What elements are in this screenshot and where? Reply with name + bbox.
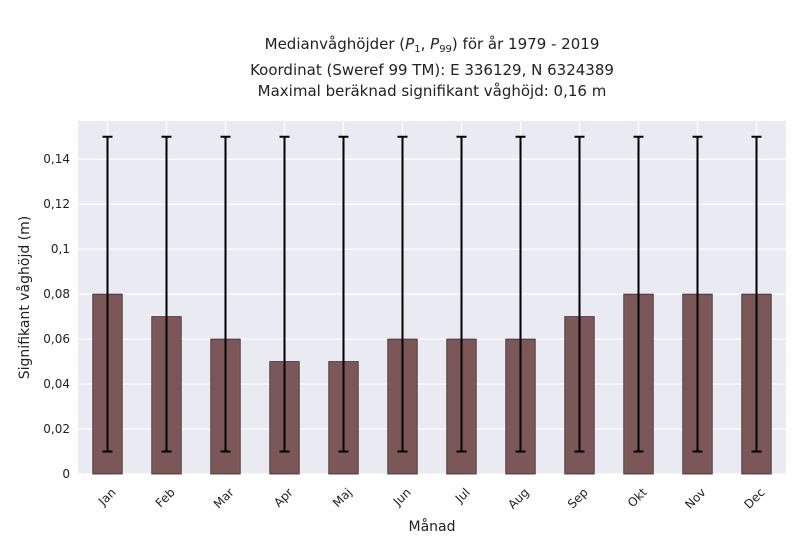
chart-title: Medianvåghöjder (P1, P99) för år 1979 - … [78,34,786,102]
y-tick-label: 0,02 [43,422,70,436]
plot-area [78,121,786,474]
x-tick-label: Jan [95,485,119,509]
x-tick-label: Jun [390,485,414,509]
y-tick-label: 0,12 [43,197,70,211]
x-tick-label: Aug [505,485,531,511]
title-line-2: Koordinat (Sweref 99 TM): E 336129, N 63… [250,61,614,79]
title-line-3: Maximal beräknad signifikant våghöjd: 0,… [257,82,607,100]
x-tick-label: Jul [452,485,473,506]
x-tick-label: Feb [153,485,178,510]
x-tick-label: Apr [271,485,296,510]
x-tick-label: Dec [741,485,767,511]
y-tick-label: 0,14 [43,152,70,166]
x-tick-label: Sep [565,485,591,511]
x-tick-label: Nov [682,485,708,511]
x-tick-label: Okt [625,485,650,510]
y-tick-label: 0,04 [43,377,70,391]
x-axis-label: Månad [409,518,456,535]
y-axis-label: Signifikant våghöjd (m) [16,216,33,379]
x-tick-label: Maj [330,485,355,510]
title-line-1: Medianvåghöjder (P1, P99) för år 1979 - … [264,35,600,55]
y-tick-label: 0 [62,467,70,481]
y-tick-label: 0,08 [43,287,70,301]
y-tick-label: 0,1 [51,242,70,256]
x-tick-label: Mar [211,485,237,511]
y-tick-label: 0,06 [43,332,70,346]
